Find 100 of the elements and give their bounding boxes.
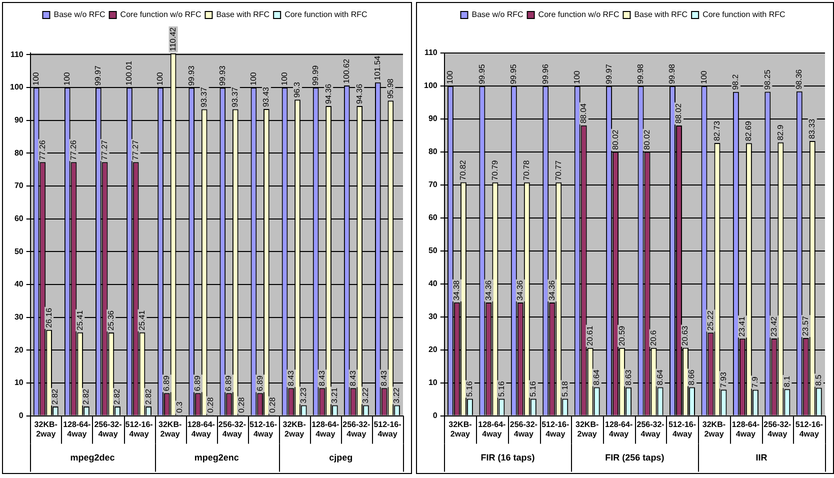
data-label: 94.36 bbox=[324, 83, 333, 104]
data-label: 99.93 bbox=[218, 65, 227, 86]
x-tick-label: 128-64-4way bbox=[312, 420, 340, 438]
data-label: 94.36 bbox=[354, 83, 364, 104]
y-tick-label: 10 bbox=[14, 378, 24, 388]
data-label: 98.36 bbox=[794, 68, 804, 90]
data-label: 100 bbox=[446, 70, 455, 84]
data-label: 101.54 bbox=[373, 55, 382, 80]
data-label: 23.42 bbox=[769, 316, 778, 337]
x-tick-label: 256-32-4way bbox=[510, 420, 538, 438]
y-tick-label: 40 bbox=[428, 279, 438, 288]
data-label: 2.82 bbox=[112, 388, 122, 405]
data-label: 100 bbox=[572, 70, 582, 84]
y-tick-label: 10 bbox=[428, 378, 438, 388]
data-label: 6.89 bbox=[255, 375, 264, 392]
data-label: 0.28 bbox=[268, 396, 278, 413]
y-tick-label: 60 bbox=[428, 213, 438, 222]
x-tick-label: 512-16-4way bbox=[374, 420, 402, 438]
y-tick-label: 90 bbox=[428, 114, 438, 124]
data-label: 8.43 bbox=[379, 370, 388, 386]
data-label: 99.96 bbox=[540, 64, 550, 84]
data-label: 5.18 bbox=[560, 380, 570, 397]
data-label: 3.23 bbox=[299, 387, 308, 404]
data-label: 82.9 bbox=[776, 124, 785, 140]
data-label: 99.97 bbox=[94, 65, 103, 86]
data-label: 100 bbox=[248, 72, 258, 86]
data-label: 99.99 bbox=[311, 64, 320, 86]
data-label: 100 bbox=[280, 72, 289, 86]
x-tick-label: 512-16-4way bbox=[795, 420, 824, 438]
y-tick-label: 70 bbox=[14, 181, 24, 190]
data-label: 100 bbox=[62, 72, 72, 86]
x-tick-label: 128-64-4way bbox=[478, 420, 506, 438]
data-label: 100 bbox=[699, 70, 708, 84]
data-label: 8.43 bbox=[317, 370, 326, 386]
y-tick-label: 50 bbox=[14, 246, 24, 256]
text: mpeg2dec bbox=[70, 452, 115, 462]
data-label: 99.98 bbox=[668, 63, 677, 84]
data-label: 88.04 bbox=[579, 102, 588, 124]
x-tick-label: 128-64-4way bbox=[732, 420, 760, 438]
data-label: 5.16 bbox=[465, 380, 474, 397]
data-label: 8.64 bbox=[592, 369, 602, 386]
x-tick-label: 128-64-4way bbox=[187, 420, 216, 438]
data-label: 100 bbox=[32, 72, 41, 86]
x-tick-label: 32KB-2way bbox=[282, 420, 306, 438]
data-label: 25.22 bbox=[706, 310, 715, 331]
x-tick-label: 32KB-2way bbox=[34, 420, 58, 438]
data-label: 8.43 bbox=[286, 370, 296, 386]
data-label: 80.02 bbox=[610, 129, 620, 150]
data-label: 93.43 bbox=[262, 86, 271, 108]
text: IIR bbox=[756, 452, 768, 462]
legend-label: Core function with RFC bbox=[702, 10, 786, 20]
data-label: 20.6 bbox=[648, 330, 658, 346]
data-label: 3.22 bbox=[361, 387, 370, 404]
data-label: 99.97 bbox=[604, 64, 614, 84]
x-tick-label: 128-64-4way bbox=[63, 420, 92, 438]
data-label: 25.41 bbox=[137, 310, 146, 330]
y-tick-label: 100 bbox=[424, 81, 438, 90]
legend-label: Core function with RFC bbox=[284, 10, 368, 20]
text: mpeg2enc bbox=[194, 452, 239, 462]
data-label: 34.36 bbox=[547, 280, 556, 300]
x-tick-label: 256-32-4way bbox=[94, 420, 122, 438]
data-label: 8.64 bbox=[655, 369, 664, 386]
data-label: 80.02 bbox=[642, 129, 652, 150]
legend-label: Core function w/o RFC bbox=[538, 10, 620, 20]
y-tick-label: 100 bbox=[10, 82, 24, 92]
y-tick-label: 80 bbox=[428, 147, 438, 156]
data-label: 70.79 bbox=[490, 160, 500, 180]
x-tick-label: 256-32-4way bbox=[636, 420, 665, 438]
y-tick-label: 90 bbox=[14, 116, 24, 125]
legend-label: Core function w/o RFC bbox=[120, 10, 202, 20]
data-label: 88.02 bbox=[674, 102, 684, 124]
data-label: 3.22 bbox=[392, 387, 402, 404]
text: cjpeg bbox=[329, 452, 353, 462]
data-label: 23.41 bbox=[738, 316, 747, 337]
data-label: 77.26 bbox=[68, 140, 78, 160]
x-tick-label: 512-16-4way bbox=[668, 420, 696, 438]
x-tick-label: 32KB-2way bbox=[448, 420, 472, 438]
legend-label: Base with RFC bbox=[634, 10, 688, 20]
data-label: 95.98 bbox=[386, 78, 395, 99]
data-label: 83.33 bbox=[808, 118, 817, 139]
y-tick-label: 110 bbox=[10, 50, 24, 59]
x-tick-label: 512-16-4way bbox=[542, 420, 570, 438]
y-tick-label: 30 bbox=[428, 312, 438, 322]
data-label: 8.66 bbox=[687, 369, 696, 386]
data-label: 99.95 bbox=[477, 64, 486, 84]
y-tick-label: 80 bbox=[14, 148, 24, 158]
y-tick-label: 0 bbox=[18, 411, 24, 420]
x-tick-label: 32KB-2way bbox=[158, 420, 182, 438]
legend-label: Base with RFC bbox=[216, 10, 270, 20]
data-label: 77.26 bbox=[38, 140, 47, 160]
data-label: 98.2 bbox=[731, 74, 740, 90]
data-label: 70.78 bbox=[522, 160, 532, 180]
y-tick-label: 0 bbox=[432, 411, 438, 420]
data-label: 77.27 bbox=[131, 140, 140, 160]
data-label: 5.16 bbox=[528, 380, 538, 397]
data-label: 25.36 bbox=[106, 310, 116, 331]
data-label: 70.77 bbox=[554, 160, 563, 180]
data-label: 93.37 bbox=[200, 86, 209, 108]
data-label: 0.28 bbox=[206, 396, 215, 413]
data-label: 20.63 bbox=[680, 325, 690, 346]
